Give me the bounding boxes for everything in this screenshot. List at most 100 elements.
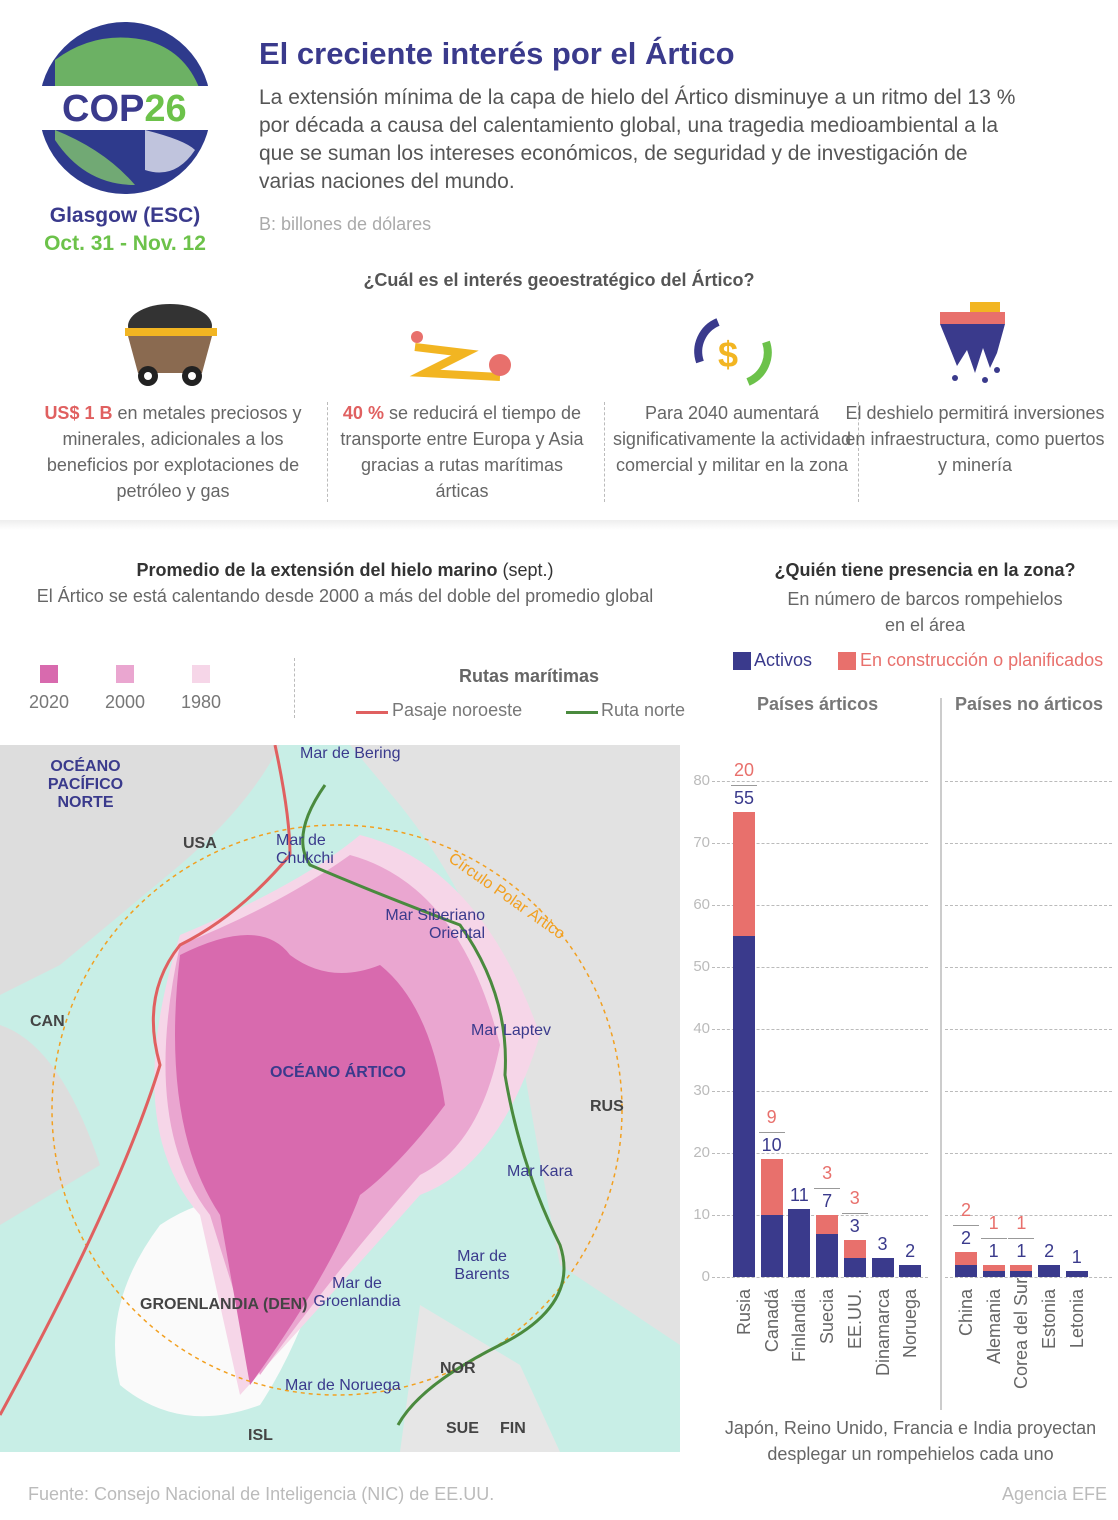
- value-label-planned: 20: [733, 760, 755, 780]
- category-label: Estonia: [1039, 1289, 1060, 1350]
- group-divider: [940, 698, 942, 1410]
- label-can: CAN: [30, 1013, 65, 1030]
- value-label-active: 3: [849, 1215, 860, 1236]
- event-dates: Oct. 31 - Nov. 12: [44, 232, 206, 255]
- divider: [604, 402, 605, 502]
- legend-swatch-2020: [40, 665, 58, 683]
- label-nor: NOR: [440, 1360, 476, 1377]
- y-tick-label: 10: [693, 1206, 710, 1223]
- globe-logo: [25, 22, 225, 194]
- gridline: [945, 1215, 1112, 1216]
- label-bering: Mar de Bering: [300, 745, 401, 762]
- presence-footnote: Japón, Reino Unido, Francia e India proy…: [724, 1418, 1097, 1464]
- label-siberian: Mar Siberiano Oriental: [385, 907, 485, 942]
- bar-active: [955, 1264, 977, 1277]
- value-label-active: 2: [1044, 1240, 1055, 1261]
- section-question: ¿Cuál es el interés geoestratégico del Á…: [363, 270, 755, 290]
- legend-swatch-2000: [116, 665, 134, 683]
- route-legend-northwest: Pasaje noroeste: [392, 700, 523, 720]
- presence-subtitle: En número de barcos rompehielos en el ár…: [787, 589, 1063, 635]
- gridline: [945, 1029, 1112, 1030]
- legend-label-planned: En construcción o planificados: [860, 650, 1104, 670]
- bar-planned: [982, 1264, 1005, 1271]
- y-tick-label: 30: [693, 1082, 710, 1099]
- y-tick-label: 70: [693, 834, 710, 851]
- legend-swatch-1980: [192, 665, 210, 683]
- arctic-map: [0, 745, 680, 1452]
- cop26-logo: COP26: [62, 88, 187, 130]
- y-tick-label: 50: [693, 958, 710, 975]
- bar-active: [788, 1208, 811, 1277]
- label-barents: Mar de Barents: [454, 1248, 510, 1283]
- bar-planned: [733, 812, 755, 936]
- divider: [858, 402, 859, 502]
- y-tick-label: 80: [693, 772, 710, 789]
- route-legend-north: Ruta norte: [601, 700, 686, 720]
- label-greenland-sea: Mar de Groenlandia: [313, 1275, 401, 1310]
- route-icon: [409, 331, 511, 381]
- feature-infrastructure: El deshielo permitirá inversiones en inf…: [845, 403, 1105, 475]
- coal-cart-icon: [125, 304, 217, 386]
- category-label: Canadá: [761, 1289, 782, 1353]
- gridline: [712, 1215, 928, 1216]
- bar-planned: [816, 1215, 839, 1234]
- map-title: Promedio de la extensión del hielo marin…: [136, 560, 554, 580]
- feature-commerce: Para 2040 aumentará significativamente l…: [612, 403, 852, 475]
- value-label-planned: 3: [849, 1187, 860, 1208]
- category-label: Suecia: [817, 1289, 838, 1345]
- bar-active: [1065, 1270, 1088, 1277]
- y-tick-label: 60: [693, 896, 710, 913]
- group-label-non-arctic: Países no árticos: [955, 694, 1104, 714]
- label-kara: Mar Kara: [507, 1163, 573, 1180]
- divider: [294, 658, 295, 718]
- label-rus: RUS: [590, 1098, 624, 1115]
- label-chukchi: Mar de Chukchi: [276, 832, 334, 867]
- value-label-active: 1: [1016, 1240, 1027, 1261]
- feature-transport: 40 % se reducirá el tiempo de transporte…: [340, 403, 584, 501]
- gridline: [945, 1277, 1112, 1278]
- bar-active: [816, 1233, 839, 1277]
- source-text: Fuente: Consejo Nacional de Inteligencia…: [28, 1484, 495, 1504]
- label-norway-sea: Mar de Noruega: [285, 1377, 401, 1394]
- fraction-line: [980, 1237, 1007, 1239]
- label-arctic-ocean: OCÉANO ÁRTICO: [270, 1064, 406, 1081]
- legend-label-1980: 1980: [181, 692, 222, 712]
- label-greenland: GROENLANDIA (DEN): [140, 1296, 308, 1313]
- value-label-active: 3: [877, 1234, 888, 1255]
- category-label: Finlandia: [789, 1289, 810, 1363]
- gridline: [712, 1153, 928, 1154]
- legend-label-2020: 2020: [29, 692, 70, 712]
- bar-active: [733, 936, 755, 1277]
- y-tick-label: 0: [701, 1268, 710, 1285]
- host-city: Glasgow (ESC): [49, 204, 201, 227]
- fraction-line: [814, 1188, 841, 1189]
- label-isl: ISL: [248, 1427, 273, 1444]
- value-label-active: 55: [733, 788, 755, 808]
- legend-label-2000: 2000: [105, 692, 146, 712]
- y-tick-label: 20: [693, 1144, 710, 1161]
- svg-text:$: $: [718, 334, 738, 375]
- divider: [327, 402, 328, 502]
- gridline: [712, 905, 928, 906]
- map-subtitle: El Ártico se está calentando desde 2000 …: [36, 586, 654, 606]
- dollar-cycle-icon: $: [694, 318, 772, 386]
- gridline: [945, 1153, 1112, 1154]
- value-label-active: 7: [822, 1191, 833, 1211]
- bar-active: [1010, 1270, 1033, 1277]
- gridline: [945, 843, 1112, 844]
- value-label-planned: 1: [988, 1212, 999, 1233]
- route-legend-line: [566, 711, 598, 714]
- bar-planned: [955, 1252, 977, 1265]
- value-label-active: 11: [790, 1184, 809, 1205]
- fraction-line: [758, 1132, 785, 1134]
- bar-active: [899, 1264, 922, 1277]
- value-label-active: 10: [761, 1135, 782, 1156]
- value-label-active: 2: [905, 1240, 916, 1261]
- gridline: [712, 843, 928, 844]
- label-sue: SUE: [446, 1420, 479, 1437]
- label-fin: FIN: [500, 1420, 526, 1437]
- category-label: Alemania: [983, 1289, 1004, 1365]
- category-label: Corea del Sur: [1011, 1277, 1032, 1389]
- route-legend-line: [356, 711, 388, 714]
- gridline: [712, 967, 928, 968]
